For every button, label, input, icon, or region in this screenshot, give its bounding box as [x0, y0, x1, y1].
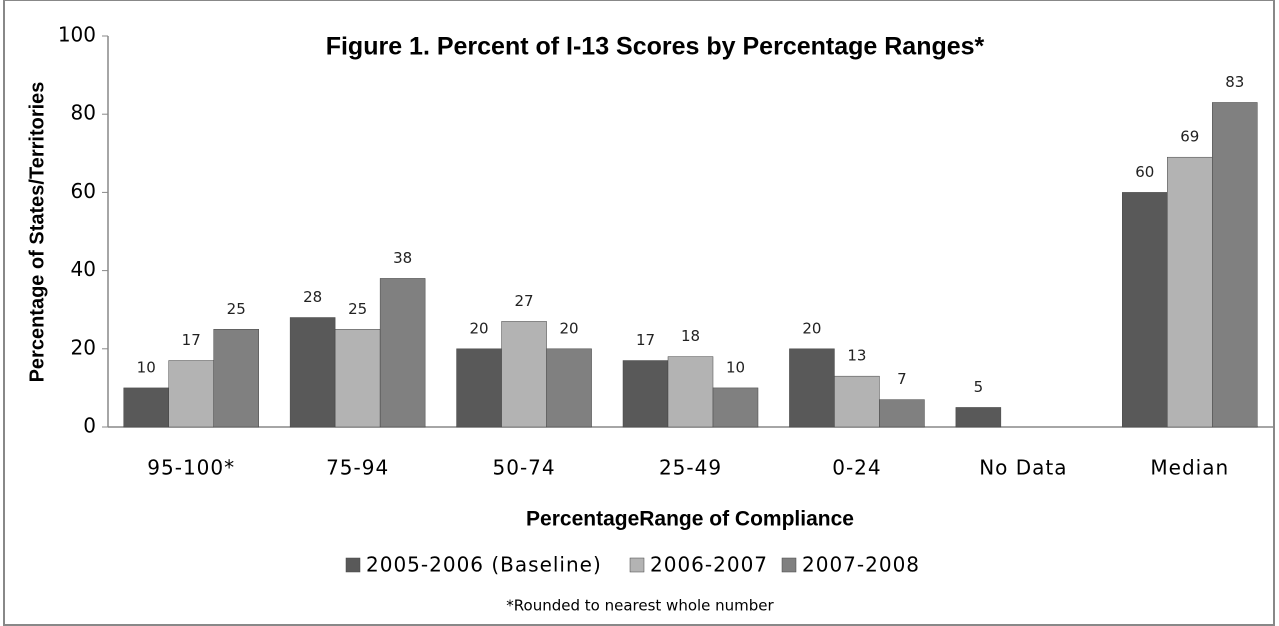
bar [955, 407, 1002, 428]
legend-label: 2007-2008 [802, 553, 920, 577]
y-tick-label: 0 [83, 414, 96, 438]
frame [3, 0, 1275, 626]
legend-swatch [781, 557, 797, 573]
x-tick-label: No Data [979, 456, 1067, 480]
legend-swatch [629, 557, 645, 573]
legend-label: 2005-2006 (Baseline) [366, 553, 602, 577]
x-tick-label: 95-100* [147, 456, 235, 480]
value-label: 27 [515, 292, 534, 310]
value-label: 5 [974, 378, 984, 396]
bar [1122, 192, 1168, 428]
x-tick-label: 0-24 [832, 456, 881, 480]
value-label: 60 [1135, 163, 1154, 181]
bar [667, 356, 714, 428]
x-tick-label: Median [1150, 456, 1229, 480]
x-tick-label: 50-74 [493, 456, 556, 480]
bar [213, 329, 259, 428]
y-tick-label: 40 [71, 257, 96, 281]
bar [379, 278, 426, 428]
y-tick-label: 60 [71, 179, 96, 203]
value-label: 18 [681, 327, 700, 345]
value-label: 7 [897, 370, 907, 388]
value-label: 17 [636, 331, 655, 349]
y-tick-label: 20 [71, 335, 96, 359]
value-label: 28 [303, 288, 322, 306]
bar [501, 321, 547, 428]
bar [168, 360, 214, 428]
bar [622, 360, 669, 428]
value-label: 25 [348, 300, 367, 318]
bar [123, 387, 169, 428]
bar [834, 375, 880, 428]
bar [879, 399, 925, 428]
value-label: 69 [1180, 128, 1199, 146]
footnote: *Rounded to nearest whole number [506, 597, 774, 615]
chart-title: Figure 1. Percent of I-13 Scores by Perc… [326, 33, 985, 61]
legend-label: 2006-2007 [650, 553, 768, 577]
bar [1167, 156, 1213, 428]
x-tick-label: 25-49 [659, 456, 722, 480]
value-label: 20 [802, 319, 821, 337]
value-label: 10 [137, 358, 156, 376]
bar [334, 329, 381, 428]
value-label: 17 [182, 331, 201, 349]
bar [712, 387, 759, 428]
y-axis-title: Percentage of States/Territories [26, 82, 48, 383]
bar [289, 317, 336, 428]
bar [789, 348, 835, 428]
bar [1212, 102, 1258, 428]
bar [546, 348, 592, 428]
legend-swatch [345, 557, 361, 573]
y-tick-label: 80 [71, 101, 96, 125]
value-label: 83 [1225, 73, 1244, 91]
value-label: 13 [847, 347, 866, 365]
value-label: 10 [726, 358, 745, 376]
bar [456, 348, 502, 428]
x-tick-label: 75-94 [326, 456, 389, 480]
value-label: 20 [560, 319, 579, 337]
y-tick-label: 100 [58, 23, 96, 47]
value-label: 20 [470, 319, 489, 337]
value-label: 25 [227, 300, 246, 318]
value-label: 38 [393, 249, 412, 267]
x-axis-title: PercentageRange of Compliance [526, 508, 854, 531]
